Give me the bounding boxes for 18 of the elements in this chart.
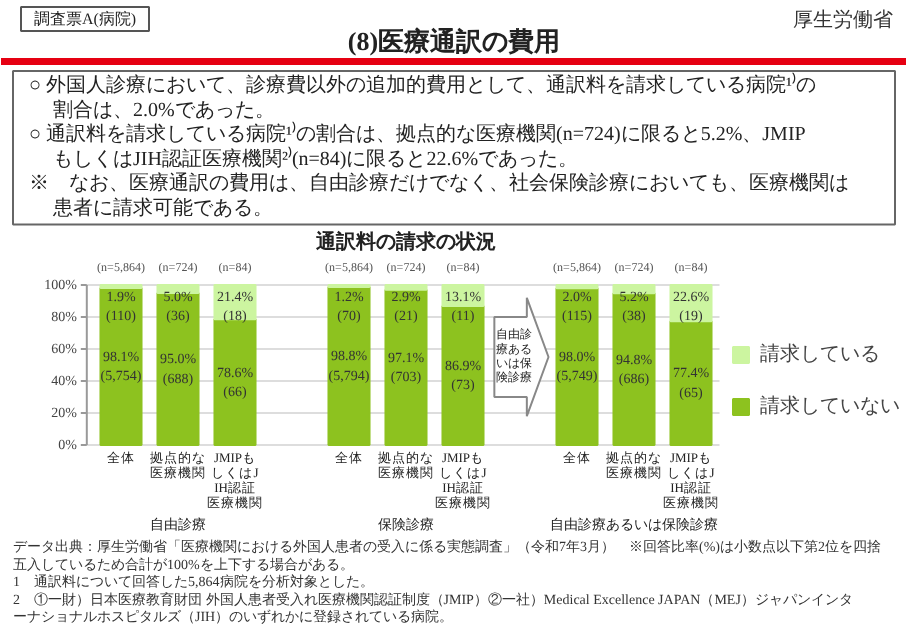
bar xyxy=(327,285,371,446)
bar xyxy=(99,287,143,446)
bar xyxy=(384,284,428,291)
bar xyxy=(156,284,200,294)
bar xyxy=(384,288,428,446)
text: 厚生労働省 xyxy=(793,8,893,32)
text: ○ 外国人診療において、診療費以外の追加的費用として、通訳料を請求している病院¹⁾の割合は、2.0%であった。 xyxy=(29,71,817,122)
legend-label: 請求している xyxy=(760,341,880,368)
text: 調査票A(病院) xyxy=(33,10,137,28)
text: (8)医療通訳の費用 xyxy=(347,26,561,56)
bar xyxy=(441,304,485,446)
text: ※ なお、医療通訳の費用は、自由診療だけでなく、社会保険診療においても、医療機関は患者に請求可能である。 xyxy=(29,171,849,220)
bar xyxy=(156,292,200,446)
bar xyxy=(669,320,713,446)
bar xyxy=(612,292,656,446)
text: ○ 通訳料を請求している病院¹⁾の割合は、拠点的な医療機関(n=724)に限ると5.2%、JMIPもしくはJIH認証医療機関²⁾(n=84)に限ると22.6%であった。 xyxy=(29,120,807,171)
legend-label: 請求していない xyxy=(760,393,900,420)
chart-title: 通訳料の請求の状況 xyxy=(314,230,496,254)
